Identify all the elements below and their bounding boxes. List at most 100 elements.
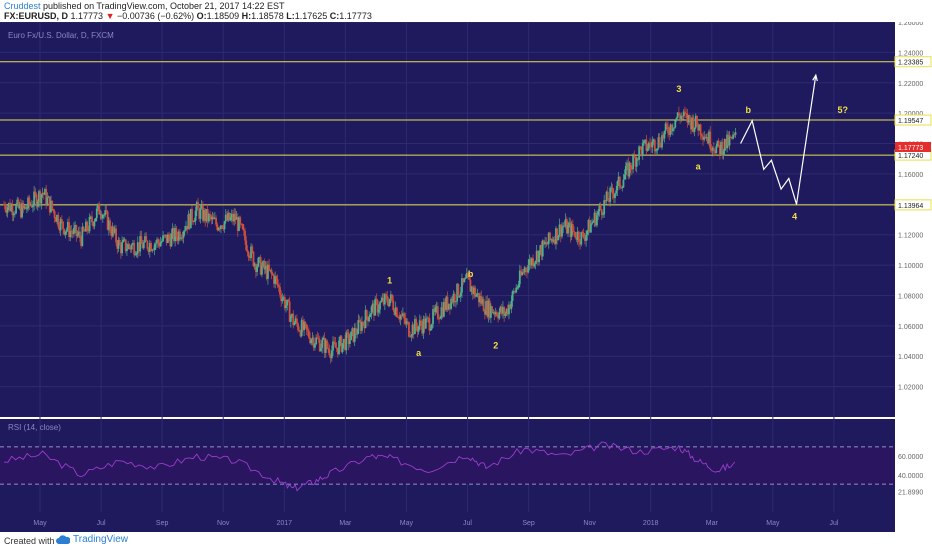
candle-body	[729, 136, 732, 138]
candle-body	[127, 244, 130, 250]
candle-body	[679, 114, 681, 120]
candle-body	[72, 227, 75, 234]
candle-body	[308, 330, 310, 338]
candle-body	[704, 136, 707, 139]
candle-body	[207, 214, 210, 222]
candle-body	[105, 210, 108, 212]
candle-body	[216, 224, 219, 231]
high-label: H:	[241, 11, 252, 21]
last-price-label: 1.17773	[898, 145, 923, 152]
candle-body	[218, 227, 221, 229]
candle-body	[271, 273, 274, 276]
candle-body	[240, 223, 243, 225]
candle-body	[529, 259, 532, 266]
candle-body	[639, 146, 642, 148]
candle-body	[215, 217, 218, 225]
candle-body	[4, 204, 7, 210]
candle-body	[494, 312, 497, 315]
candle-body	[86, 221, 89, 231]
candle-body	[373, 303, 375, 316]
candle-body	[600, 209, 603, 215]
candle-body	[182, 231, 185, 238]
candle-body	[664, 123, 667, 131]
candle-body	[408, 322, 410, 337]
level-tag	[894, 56, 932, 68]
candle-body	[579, 241, 581, 245]
author-link[interactable]: Cruddest	[4, 1, 41, 11]
candle-body	[503, 307, 506, 316]
candle-body	[468, 277, 471, 280]
candle-body	[351, 328, 354, 332]
candle-body	[44, 189, 46, 195]
last-price-tag	[895, 141, 931, 152]
price-chart[interactable]: Euro Fx/U.S. Dollar, D, FXCM 1ab23ab45? …	[0, 22, 932, 532]
candle-body	[722, 151, 725, 156]
candle-body	[21, 203, 23, 218]
candle-body	[375, 298, 378, 301]
wave-labels: 1 a b 2 3 a b 4 5?	[387, 84, 848, 358]
candle-body	[359, 321, 362, 331]
candle-body	[340, 336, 343, 352]
candle-body	[392, 300, 395, 311]
candle-body	[724, 138, 727, 149]
projection-line[interactable]	[740, 75, 817, 205]
close-value: 1.17773	[339, 11, 372, 21]
candle-body	[304, 321, 307, 325]
candle-body	[306, 329, 309, 331]
candle-body	[198, 208, 201, 219]
candle-body	[459, 292, 462, 297]
candle-body	[45, 189, 48, 205]
low-value: 1.17625	[294, 11, 328, 21]
level-lines	[0, 61, 895, 206]
candle-body	[397, 317, 399, 318]
tradingview-logo[interactable]: TradingView	[56, 534, 128, 545]
time-tick-label: Mar	[339, 520, 352, 527]
candle-body	[538, 250, 540, 263]
candle-body	[63, 228, 66, 235]
candle-body	[3, 204, 5, 206]
candle-body	[512, 291, 515, 292]
candle-body	[62, 221, 64, 229]
candle-body	[653, 139, 656, 152]
candle-body	[301, 320, 304, 331]
candle-body	[80, 237, 83, 246]
candle-body	[300, 320, 303, 337]
time-tick-label: Nov	[217, 520, 230, 527]
candle-body	[621, 187, 624, 189]
candle-body	[399, 315, 402, 320]
candle-body	[141, 243, 144, 249]
candle-body	[235, 216, 238, 220]
candle-body	[221, 225, 224, 229]
price-axis[interactable]: 1.260001.240001.220001.200001.180001.160…	[894, 22, 932, 532]
candle-body	[38, 191, 40, 202]
candle-body	[405, 321, 408, 324]
candle-body	[732, 134, 735, 139]
candle-body	[283, 297, 286, 308]
candle-body	[700, 135, 703, 137]
candle-body	[273, 275, 275, 284]
candle-body	[48, 196, 51, 213]
candle-body	[498, 311, 501, 319]
candle-body	[40, 194, 43, 204]
candle-body	[7, 202, 10, 208]
candle-body	[214, 217, 216, 219]
candle-body	[521, 272, 524, 276]
candle-body	[192, 221, 195, 223]
candle-body	[258, 257, 261, 259]
time-axis[interactable]: May Jul Sep Nov 2017 Mar May Jul Sep Nov 2018 Mar Ma…	[0, 512, 895, 532]
candle-body	[193, 220, 196, 222]
candle-body	[189, 208, 192, 229]
candle-body	[462, 278, 465, 283]
candle-body	[410, 335, 413, 337]
candle-body	[439, 317, 442, 319]
candle-body	[526, 270, 528, 273]
candle-body	[24, 206, 27, 210]
price-tick-label: 1.02000	[898, 385, 923, 392]
candle-body	[167, 234, 169, 243]
candle-body	[382, 298, 385, 305]
time-tick-label: May	[33, 520, 47, 527]
candle-body	[618, 176, 621, 188]
candle-body	[569, 222, 572, 238]
candle-body	[705, 137, 708, 139]
candle-body	[370, 306, 373, 315]
